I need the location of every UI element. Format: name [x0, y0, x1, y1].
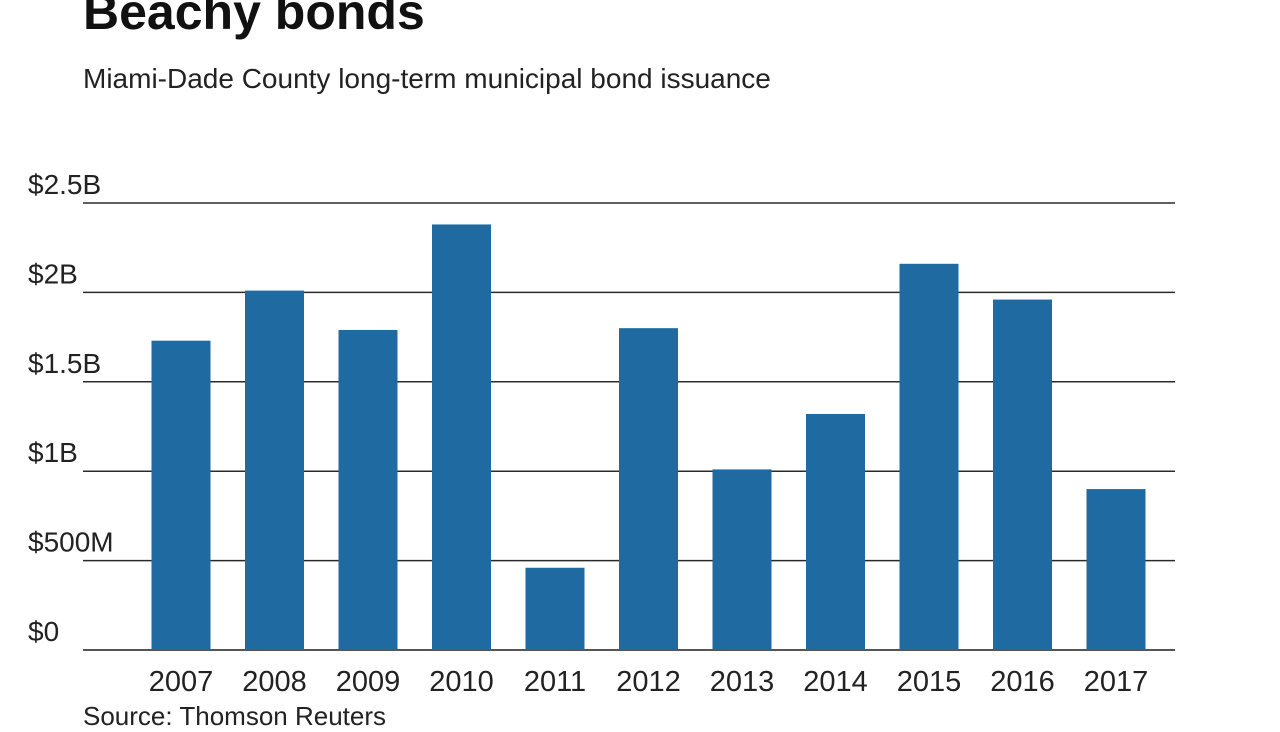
y-tick-label: $0 — [28, 616, 59, 647]
y-tick-label-backing — [25, 612, 62, 645]
bars — [151, 224, 1146, 650]
y-tick-label-backing — [25, 165, 109, 198]
bar-2007 — [151, 340, 211, 650]
bar-2010 — [432, 224, 491, 650]
x-tick-label: 2010 — [429, 666, 494, 698]
x-tick-label: 2011 — [524, 666, 586, 698]
x-tick-label: 2008 — [242, 666, 307, 698]
bar-2009 — [338, 329, 398, 650]
chart-title: Beachy bonds — [83, 0, 425, 40]
y-tick-label: $1B — [28, 437, 78, 468]
bar-2017 — [1086, 489, 1146, 650]
y-tick-label: $2B — [28, 258, 78, 289]
chart-subtitle: Miami-Dade County long-term municipal bo… — [83, 63, 771, 94]
bar-2012 — [619, 328, 678, 650]
y-tick-label-backing — [25, 254, 78, 288]
x-tick-label: 2013 — [710, 666, 775, 698]
bar-2011 — [525, 567, 585, 650]
chart-source: Source: Thomson Reuters — [83, 701, 386, 731]
bar-2016 — [993, 299, 1052, 650]
y-tick-label: $2.5B — [28, 169, 101, 200]
x-tick-label: 2015 — [897, 666, 962, 698]
y-tick-label: $500M — [28, 527, 114, 558]
x-axis-ticks: 2007 2008 2009 2010 2011 2012 2013 2014 2015 2016… — [149, 666, 1149, 698]
y-tick-label-backing — [25, 343, 109, 377]
x-tick-label: 2016 — [990, 666, 1055, 698]
x-tick-label: 2017 — [1084, 666, 1149, 698]
y-axis-ticks: $0 $500M $1B $1.5B $2B $2.5B — [25, 165, 114, 647]
bar-2014 — [806, 413, 865, 650]
bar-2015 — [899, 263, 959, 650]
x-tick-label: 2007 — [149, 666, 214, 698]
x-tick-label: 2012 — [616, 666, 681, 698]
y-tick-label: $1.5B — [28, 348, 101, 379]
x-tick-label: 2014 — [803, 666, 868, 698]
bar-2008 — [245, 290, 304, 650]
y-tick-label-backing — [25, 522, 109, 556]
y-tick-label-backing — [25, 433, 78, 467]
x-tick-label: 2009 — [336, 666, 401, 698]
bar-2013 — [712, 469, 772, 650]
